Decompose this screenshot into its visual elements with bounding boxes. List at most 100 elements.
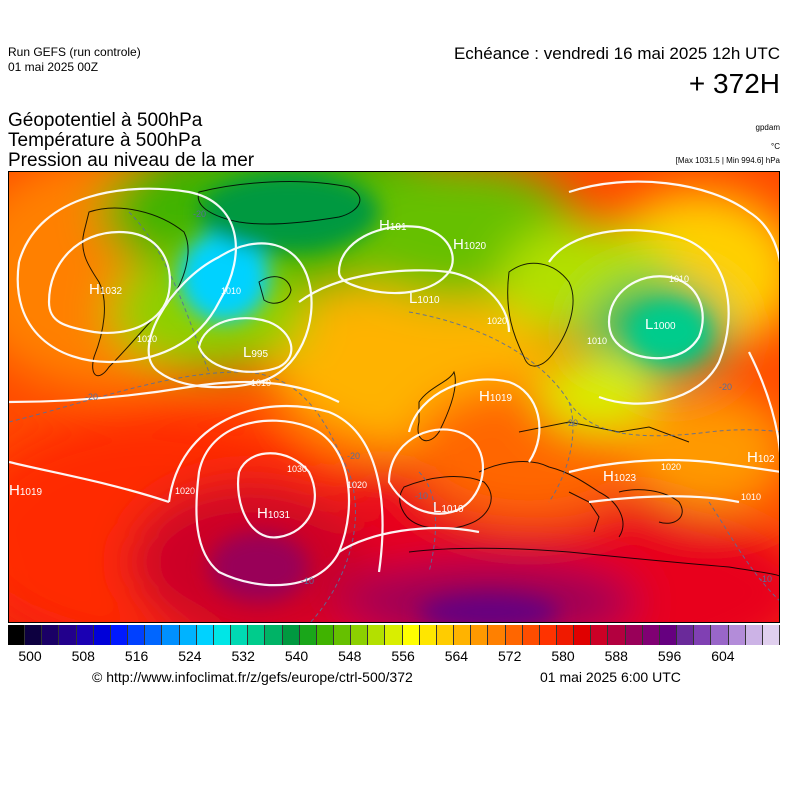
colorbar-swatch bbox=[162, 625, 180, 645]
colorbar-swatch bbox=[539, 625, 557, 645]
isotherm-label: -20 bbox=[565, 418, 578, 428]
center-high-1019-east: H1019 bbox=[479, 388, 513, 405]
pressure-centers: H1032 H101 H1020 L1010 L995 L1000 H1019 … bbox=[9, 217, 775, 522]
colorbar-swatch bbox=[557, 625, 575, 645]
colorbar-tick-label: 508 bbox=[71, 648, 95, 664]
colorbar-tick-label: 556 bbox=[391, 648, 415, 664]
colorbar-swatch bbox=[368, 625, 386, 645]
colorbar-swatch bbox=[333, 625, 352, 645]
colorbar-swatch bbox=[762, 625, 781, 645]
colorbar-swatch bbox=[522, 625, 540, 645]
colorbar-swatch bbox=[93, 625, 111, 645]
isobar-label: 1020 bbox=[661, 462, 681, 472]
colorbar-swatch bbox=[110, 625, 129, 645]
isobar-label: 1010 bbox=[741, 492, 761, 502]
run-date: 01 mai 2025 00Z bbox=[8, 60, 99, 74]
isobars bbox=[9, 180, 779, 587]
isotherm-label: -10 bbox=[301, 576, 314, 586]
lead-time: + 372H bbox=[688, 68, 780, 99]
isobar-label: 1020 bbox=[347, 480, 367, 490]
center-low-1000: L1000 bbox=[645, 316, 676, 333]
colorbar-tick-label: 516 bbox=[124, 648, 149, 664]
center-low-1010-north: L1010 bbox=[409, 290, 440, 307]
center-low-1010-south: L1010 bbox=[433, 499, 464, 516]
isobar-label: 1020 bbox=[137, 334, 157, 344]
colorbar-tick-label: 548 bbox=[338, 648, 362, 664]
colorbar-swatch bbox=[471, 625, 489, 645]
colorbar-swatch bbox=[505, 625, 523, 645]
isobar-labels: 1020 1010 1010 1020 1030 1020 1010 1020 … bbox=[137, 274, 761, 502]
colorbar-swatch bbox=[402, 625, 420, 645]
isotherm-label: -10 bbox=[415, 491, 428, 501]
isobar-label: 1030 bbox=[287, 464, 307, 474]
isotherm-label: -20 bbox=[85, 392, 98, 402]
issued-time: 01 mai 2025 6:00 UTC bbox=[540, 669, 681, 685]
center-high-1019-west: H1019 bbox=[9, 482, 43, 499]
colorbar-swatch bbox=[196, 625, 214, 645]
colorbar-swatch bbox=[145, 625, 163, 645]
colorbar-tick-label: 604 bbox=[711, 648, 735, 664]
variable-geopotential: Géopotentiel à 500hPa bbox=[8, 110, 203, 131]
colorbar-swatch bbox=[419, 625, 437, 645]
unit-temperature: °C bbox=[771, 142, 780, 151]
colorbar-swatch bbox=[677, 625, 695, 645]
colorbar-swatch bbox=[608, 625, 626, 645]
colorbar-swatch bbox=[488, 625, 506, 645]
colorbar-swatch bbox=[59, 625, 77, 645]
colorbar-swatch bbox=[711, 625, 729, 645]
coastlines bbox=[82, 181, 779, 577]
colorbar-swatch bbox=[745, 625, 763, 645]
colorbar bbox=[8, 625, 781, 645]
colorbar-swatch bbox=[42, 625, 60, 645]
variable-pressure: Pression au niveau de la mer bbox=[8, 150, 255, 171]
colorbar-swatch bbox=[659, 625, 678, 645]
colorbar-swatch bbox=[694, 625, 712, 645]
colorbar-swatch bbox=[316, 625, 334, 645]
isotherm-label: -20 bbox=[347, 451, 360, 461]
colorbar-swatch bbox=[76, 625, 94, 645]
variable-temperature: Température à 500hPa bbox=[8, 130, 202, 151]
weather-map: H1032 H101 H1020 L1010 L995 L1000 H1019 … bbox=[8, 171, 780, 623]
isotherm-label: -20 bbox=[193, 209, 206, 219]
colorbar-swatch bbox=[625, 625, 643, 645]
colorbar-swatch bbox=[8, 625, 26, 645]
isobar-label: 1010 bbox=[221, 286, 241, 296]
colorbar-swatch bbox=[728, 625, 746, 645]
isotherm-label: -20 bbox=[719, 382, 732, 392]
weather-map-canvas: H1032 H101 H1020 L1010 L995 L1000 H1019 … bbox=[9, 172, 779, 622]
colorbar-tick-label: 588 bbox=[604, 648, 628, 664]
colorbar-swatch bbox=[231, 625, 249, 645]
center-high-1023: H1023 bbox=[603, 468, 637, 485]
colorbar-tick-label: 596 bbox=[657, 648, 682, 664]
colorbar-tick-label: 564 bbox=[444, 648, 469, 664]
isotherm-label: -10 bbox=[759, 574, 772, 584]
isobar-label: 1010 bbox=[251, 378, 271, 388]
colorbar-swatch bbox=[642, 625, 660, 645]
colorbar-swatch bbox=[385, 625, 403, 645]
colorbar-tick-label: 580 bbox=[551, 648, 575, 664]
colorbar-swatch bbox=[128, 625, 146, 645]
isobar-label: 1010 bbox=[587, 336, 607, 346]
colorbar-tick-label: 572 bbox=[498, 648, 522, 664]
colorbar-swatch bbox=[213, 625, 232, 645]
colorbar-tick-label: 540 bbox=[284, 648, 309, 664]
colorbar-swatch bbox=[248, 625, 266, 645]
isobar-label: 1010 bbox=[669, 274, 689, 284]
center-high-102: H102 bbox=[747, 449, 775, 466]
colorbar-tick-label: 532 bbox=[231, 648, 255, 664]
colorbar-swatch bbox=[25, 625, 43, 645]
center-high-1031: H1031 bbox=[257, 505, 291, 522]
center-high-1032: H1032 bbox=[89, 281, 123, 298]
colorbar-swatch bbox=[436, 625, 455, 645]
center-high-1020: H1020 bbox=[453, 236, 487, 253]
geopotential-field bbox=[9, 172, 779, 622]
colorbar-swatch bbox=[454, 625, 472, 645]
isotherms bbox=[9, 211, 779, 622]
colorbar-swatch bbox=[591, 625, 609, 645]
colorbar-swatch bbox=[179, 625, 197, 645]
colorbar-swatch bbox=[265, 625, 283, 645]
center-low-995: L995 bbox=[243, 344, 268, 361]
copyright-url[interactable]: © http://www.infoclimat.fr/z/gefs/europe… bbox=[92, 669, 413, 685]
center-high-101: H101 bbox=[379, 217, 407, 234]
isobar-label: 1020 bbox=[487, 316, 507, 326]
